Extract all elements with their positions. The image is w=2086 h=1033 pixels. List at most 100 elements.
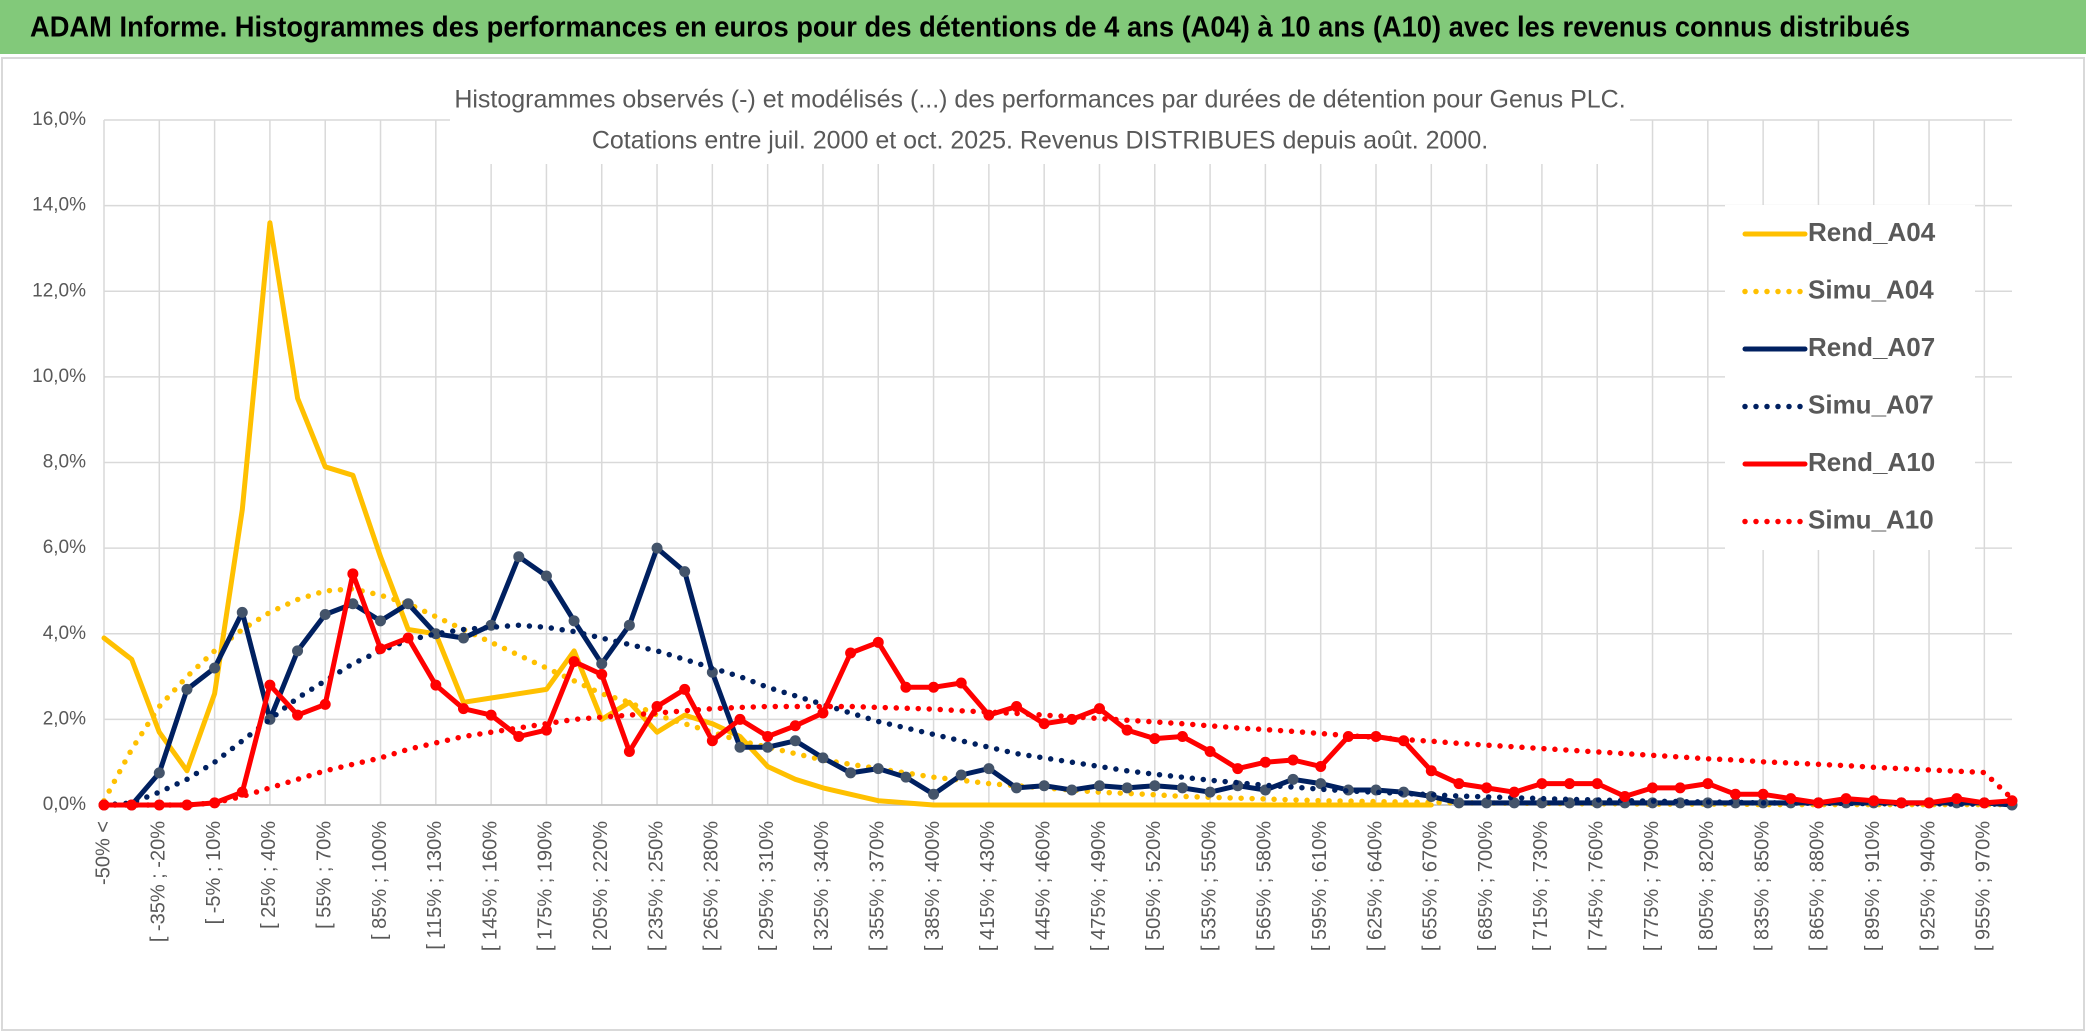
x-tick-label: [ 715% ; 730% (1530, 821, 1552, 951)
x-tick-label: [ 295% ; 310% (756, 821, 778, 951)
series-marker (1121, 724, 1133, 736)
title-background (450, 80, 1630, 164)
series-marker (872, 763, 884, 775)
x-tick-label: -50% < (92, 821, 114, 885)
series-marker (1729, 788, 1741, 800)
series-marker (319, 608, 331, 620)
series-marker (1619, 790, 1631, 802)
x-tick-label: [ 385% ; 400% (922, 821, 944, 951)
chart-subtitle: Cotations entre juil. 2000 et oct. 2025.… (592, 127, 1488, 155)
legend-label: Rend_A10 (1808, 447, 1935, 477)
series-line (101, 622, 2015, 808)
legend-background (1725, 205, 1975, 550)
series-marker (1453, 778, 1465, 790)
legend-label: Simu_A07 (1808, 389, 1934, 419)
x-tick-label: [ 415% ; 430% (977, 821, 999, 951)
series-marker (817, 752, 829, 764)
series-marker (1315, 760, 1327, 772)
x-tick-label: [ 25% ; 40% (258, 821, 280, 929)
series-marker (1038, 718, 1050, 730)
series-marker (1232, 763, 1244, 775)
series-marker (1923, 797, 1935, 809)
series-marker (1812, 797, 1824, 809)
series-marker (1868, 795, 1880, 807)
series-marker (623, 619, 635, 631)
y-tick-label: 6,0% (43, 537, 86, 558)
series-marker (1204, 786, 1216, 798)
series-marker (1287, 773, 1299, 785)
x-tick-label: [ 925% ; 940% (1917, 821, 1939, 951)
x-tick-label: [ 685% ; 700% (1475, 821, 1497, 951)
series-marker (540, 570, 552, 582)
x-tick-label: [ 865% ; 880% (1807, 821, 1829, 951)
series-marker (153, 767, 165, 779)
x-tick-label: [ 625% ; 640% (1364, 821, 1386, 951)
series-marker (1259, 756, 1271, 768)
series-marker (402, 632, 414, 644)
x-tick-label: [ 565% ; 580% (1254, 821, 1276, 951)
series-marker (1315, 778, 1327, 790)
series-marker (817, 707, 829, 719)
series-marker (292, 709, 304, 721)
series-marker (1149, 733, 1161, 745)
x-tick-label: [ -35% ; -20% (148, 821, 170, 942)
series-marker (734, 713, 746, 725)
x-tick-label: [ 895% ; 910% (1862, 821, 1884, 951)
x-tick-label: [ 535% ; 550% (1198, 821, 1220, 951)
series-marker (845, 767, 857, 779)
x-tick-label: [ 775% ; 790% (1641, 821, 1663, 951)
series-marker (1204, 745, 1216, 757)
series-marker (900, 681, 912, 693)
series-marker (1011, 782, 1023, 794)
series-marker (1093, 780, 1105, 792)
series-marker (2006, 795, 2018, 807)
x-tick-label: [ 235% ; 250% (645, 821, 667, 951)
series-marker (651, 701, 663, 713)
series-marker (596, 668, 608, 680)
series-marker (955, 769, 967, 781)
series-marker (762, 731, 774, 742)
y-tick-label: 16,0% (32, 109, 86, 130)
series-marker (1011, 701, 1023, 713)
series-marker (181, 683, 193, 695)
series-marker (513, 731, 525, 742)
series-marker (845, 647, 857, 659)
series-marker (651, 542, 663, 554)
series-marker (1425, 765, 1437, 777)
series-marker (430, 679, 442, 691)
series-marker (789, 735, 801, 747)
legend-label: Simu_A04 (1808, 274, 1934, 304)
y-tick-label: 0,0% (43, 794, 86, 815)
x-tick-label: [ 805% ; 820% (1696, 821, 1718, 951)
series-marker (513, 551, 525, 563)
series-marker (568, 615, 580, 627)
series-marker (347, 568, 359, 580)
series-marker (762, 741, 774, 753)
legend-label: Simu_A10 (1808, 504, 1934, 534)
series-marker (457, 703, 469, 715)
series-marker (1536, 778, 1548, 790)
series-marker (1287, 754, 1299, 766)
x-tick-label: [ 145% ; 160% (479, 821, 501, 951)
series-marker (1564, 778, 1576, 790)
x-tick-label: [ 475% ; 490% (1088, 821, 1110, 951)
series-marker (1453, 797, 1465, 809)
series-marker (264, 679, 276, 691)
series-marker (319, 698, 331, 710)
series-marker (596, 658, 608, 670)
series-marker (1121, 782, 1133, 794)
series-marker (1702, 778, 1714, 790)
series-line (101, 571, 2015, 808)
series-marker (1038, 780, 1050, 792)
series-marker (679, 566, 691, 578)
x-tick-label: [ 325% ; 340% (811, 821, 833, 951)
x-tick-label: [ 655% ; 670% (1420, 821, 1442, 951)
series-marker (457, 632, 469, 644)
series-marker (568, 656, 580, 668)
x-tick-label: [ 595% ; 610% (1309, 821, 1331, 951)
x-tick-label: [ 445% ; 460% (1032, 821, 1054, 951)
series-marker (1481, 797, 1493, 809)
series-marker (1149, 780, 1161, 792)
series-marker (900, 771, 912, 783)
plot-area (98, 220, 2018, 811)
